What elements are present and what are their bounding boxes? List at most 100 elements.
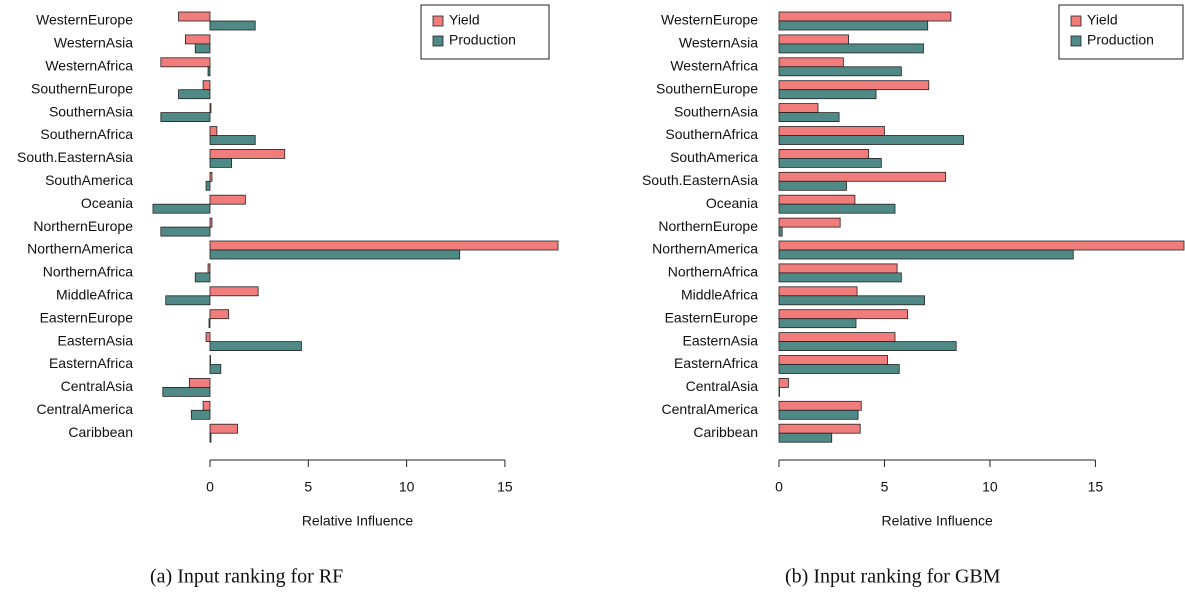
bar bbox=[160, 57, 211, 68]
category-label: EasternAsia bbox=[58, 332, 134, 348]
bar bbox=[205, 332, 211, 343]
category-label: SouthernAsia bbox=[49, 103, 133, 119]
bar bbox=[207, 263, 211, 274]
caption: (b) Input ranking for GBM bbox=[785, 566, 1001, 588]
category-label: SouthernEurope bbox=[656, 80, 758, 96]
bar bbox=[209, 286, 259, 297]
legend-label: Production bbox=[449, 32, 516, 48]
bar bbox=[185, 34, 211, 45]
category-label: EasternAfrica bbox=[674, 355, 758, 371]
bar bbox=[209, 249, 461, 260]
x-tick-label: 0 bbox=[775, 479, 783, 495]
bar bbox=[778, 34, 850, 45]
bar bbox=[778, 148, 870, 159]
bar bbox=[778, 57, 844, 68]
category-label: SouthAmerica bbox=[670, 149, 758, 165]
bar bbox=[209, 157, 233, 168]
bar bbox=[152, 203, 211, 214]
bar bbox=[209, 240, 559, 251]
legend-swatch bbox=[432, 15, 444, 27]
bar bbox=[178, 11, 211, 22]
bar bbox=[778, 157, 882, 168]
category-label: SouthernAfrica bbox=[665, 126, 758, 142]
legend-label: Yield bbox=[449, 12, 480, 28]
category-label: NorthernAfrica bbox=[43, 264, 133, 280]
bar bbox=[778, 66, 902, 77]
bar bbox=[209, 423, 238, 434]
category-label: NorthernEurope bbox=[658, 218, 758, 234]
bar bbox=[778, 400, 862, 411]
bar bbox=[205, 180, 211, 191]
category-label: MiddleAfrica bbox=[56, 287, 133, 303]
bar bbox=[778, 43, 924, 54]
category-label: SouthernAsia bbox=[674, 103, 758, 119]
bar bbox=[209, 355, 211, 365]
category-label: South.EasternAsia bbox=[17, 149, 133, 165]
legend-swatch bbox=[1070, 15, 1082, 27]
bar bbox=[778, 112, 840, 122]
bar bbox=[778, 20, 929, 31]
bar bbox=[778, 355, 889, 365]
bar bbox=[188, 377, 211, 388]
legend-box bbox=[420, 4, 550, 60]
bar bbox=[160, 112, 211, 122]
legend-label: Production bbox=[1087, 32, 1154, 48]
category-label: WesternAsia bbox=[54, 35, 133, 51]
category-label: CentralAsia bbox=[686, 378, 759, 394]
bar bbox=[209, 217, 213, 228]
bar bbox=[778, 409, 859, 420]
bar bbox=[778, 249, 1074, 260]
bar bbox=[778, 295, 925, 306]
bar bbox=[208, 318, 211, 329]
bar bbox=[209, 20, 256, 31]
x-tick-label: 15 bbox=[497, 479, 513, 495]
category-label: CentralAmerica bbox=[37, 401, 134, 417]
category-label: South.EasternAsia bbox=[642, 172, 758, 188]
bar bbox=[202, 400, 211, 411]
category-label: Caribbean bbox=[693, 424, 758, 440]
category-label: SouthAmerica bbox=[45, 172, 133, 188]
bar bbox=[165, 295, 211, 306]
bar bbox=[778, 332, 896, 343]
bar bbox=[209, 103, 212, 113]
bar bbox=[160, 226, 211, 237]
category-label: NorthernEurope bbox=[33, 218, 133, 234]
category-label: NorthernAfrica bbox=[668, 264, 758, 280]
bar bbox=[778, 240, 1185, 251]
category-label: WesternEurope bbox=[661, 12, 758, 28]
x-axis-title: Relative Influence bbox=[302, 513, 414, 529]
x-tick-label: 0 bbox=[206, 479, 214, 495]
category-label: Oceania bbox=[81, 195, 133, 211]
bar bbox=[778, 126, 885, 136]
bar bbox=[778, 309, 909, 320]
bar bbox=[778, 364, 900, 374]
bar bbox=[778, 135, 964, 145]
bar bbox=[209, 126, 218, 136]
legend-box bbox=[1058, 4, 1184, 60]
bar bbox=[207, 66, 211, 77]
bar bbox=[778, 80, 930, 91]
category-label: NorthernAmerica bbox=[27, 241, 133, 257]
bar bbox=[209, 171, 213, 182]
bar bbox=[209, 148, 286, 159]
bar bbox=[209, 309, 230, 320]
x-tick-label: 5 bbox=[881, 479, 889, 495]
category-label: Oceania bbox=[706, 195, 758, 211]
category-label: MiddleAfrica bbox=[681, 287, 758, 303]
bar bbox=[209, 135, 256, 145]
bar bbox=[209, 364, 222, 374]
bar bbox=[178, 89, 211, 100]
bar bbox=[778, 386, 780, 397]
legend-swatch bbox=[432, 35, 444, 47]
bar bbox=[778, 11, 952, 22]
category-label: SouthernEurope bbox=[31, 80, 133, 96]
x-tick-label: 5 bbox=[304, 479, 312, 495]
bar bbox=[194, 43, 211, 54]
bar bbox=[778, 103, 819, 113]
bar bbox=[778, 272, 902, 283]
bar bbox=[778, 217, 841, 228]
category-label: EasternAfrica bbox=[49, 355, 133, 371]
legend-label: Yield bbox=[1087, 12, 1118, 28]
category-label: NorthernAmerica bbox=[652, 241, 758, 257]
